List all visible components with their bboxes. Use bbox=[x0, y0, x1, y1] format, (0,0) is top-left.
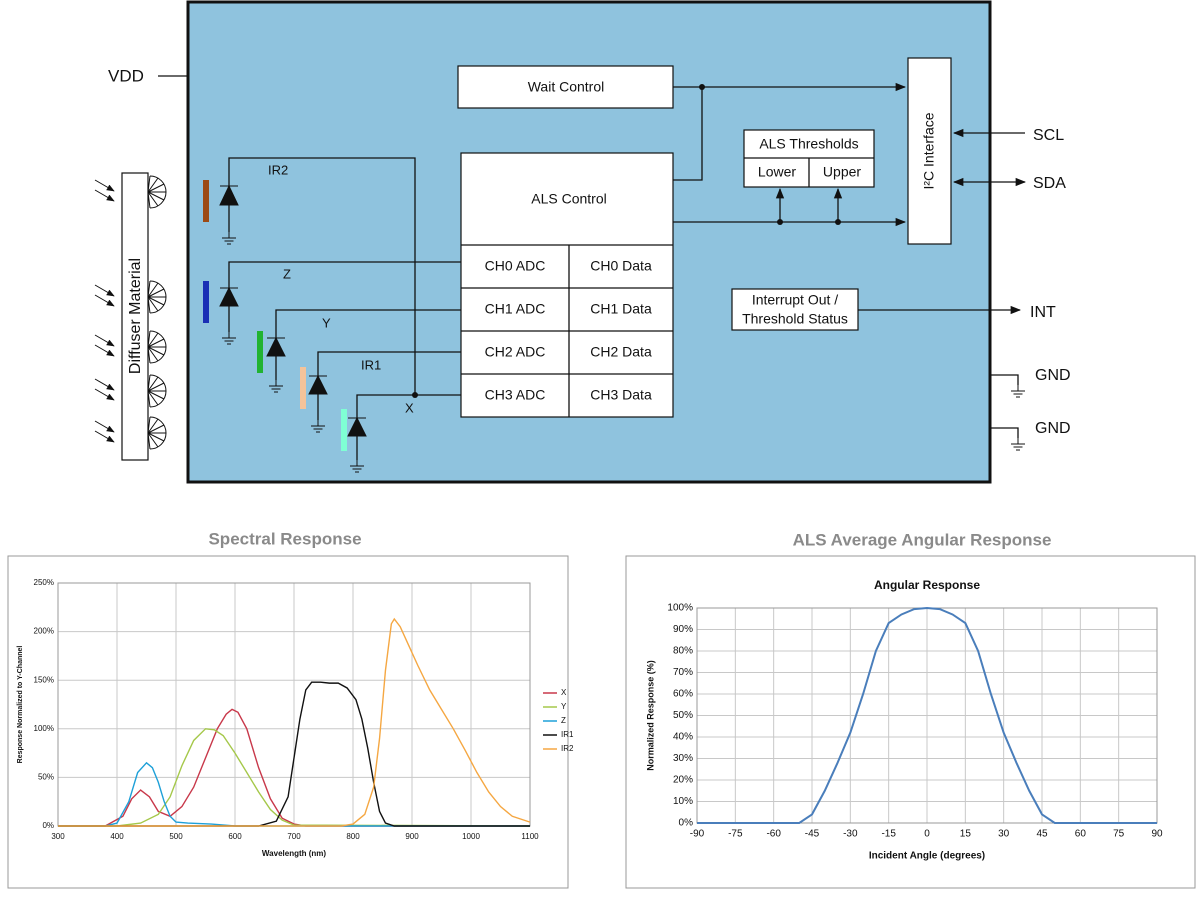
x-tick-label: 900 bbox=[405, 832, 419, 841]
diffuser bbox=[121, 172, 149, 461]
x-tick-label: -15 bbox=[881, 829, 896, 840]
series-line bbox=[58, 681, 530, 827]
x-tick-label: 600 bbox=[228, 832, 242, 841]
data-label: CH2 Data bbox=[590, 344, 652, 360]
y-tick-label: 10% bbox=[673, 796, 693, 807]
angular-frame bbox=[625, 555, 1196, 889]
x-tick-label: 0 bbox=[924, 829, 930, 840]
chart-title: Angular Response bbox=[874, 578, 980, 592]
adc-label: CH2 ADC bbox=[485, 344, 546, 360]
legend-label: Y bbox=[561, 702, 567, 711]
y-tick-label: 40% bbox=[673, 732, 693, 743]
channel-label: Z bbox=[283, 266, 291, 281]
adc-label: CH0 ADC bbox=[485, 258, 546, 274]
x-axis-label: Incident Angle (degrees) bbox=[869, 851, 985, 862]
y-tick-label: 20% bbox=[673, 775, 693, 786]
channel-label: IR1 bbox=[361, 357, 381, 372]
y-tick-label: 100% bbox=[34, 724, 54, 733]
x-tick-label: 60 bbox=[1075, 829, 1087, 840]
x-tick-label: -45 bbox=[805, 829, 820, 840]
y-tick-label: 70% bbox=[673, 667, 693, 678]
data-label: CH0 Data bbox=[590, 258, 652, 274]
spectral-frame bbox=[7, 555, 569, 889]
y-tick-label: 150% bbox=[34, 675, 54, 684]
legend-label: IR1 bbox=[561, 730, 574, 739]
x-tick-label: -60 bbox=[766, 829, 781, 840]
i2c-label: I²C Interface bbox=[921, 112, 937, 189]
vdd-label: VDD bbox=[108, 66, 144, 85]
x-tick-label: 800 bbox=[346, 832, 360, 841]
series-line bbox=[58, 708, 530, 827]
adc-label: CH3 ADC bbox=[485, 387, 546, 403]
legend-label: IR2 bbox=[561, 744, 574, 753]
sda-label: SDA bbox=[1033, 175, 1066, 192]
thresholds-label: ALS Thresholds bbox=[759, 136, 858, 152]
interrupt-box bbox=[731, 288, 859, 331]
x-tick-label: 15 bbox=[960, 829, 972, 840]
y-tick-label: 80% bbox=[673, 646, 693, 657]
legend-label: Z bbox=[561, 716, 566, 725]
y-axis-label: Response Normalized to Y-Channel bbox=[17, 646, 24, 764]
x-tick-label: 1100 bbox=[521, 832, 539, 841]
series-line bbox=[58, 728, 531, 827]
series-line bbox=[58, 761, 530, 827]
chart-heading: Spectral Response bbox=[208, 529, 361, 548]
series-line bbox=[58, 617, 531, 827]
channel-label: Y bbox=[322, 315, 331, 330]
y-tick-label: 50% bbox=[38, 773, 54, 782]
x-tick-label: 90 bbox=[1151, 829, 1163, 840]
y-tick-label: 0% bbox=[679, 818, 694, 829]
data-label: CH1 Data bbox=[590, 301, 652, 317]
gnd-label: GND bbox=[1035, 367, 1071, 384]
upper-label: Upper bbox=[823, 164, 861, 180]
interrupt-label: Interrupt Out / bbox=[752, 292, 838, 308]
als-control bbox=[460, 152, 674, 418]
x-tick-label: 1000 bbox=[462, 832, 480, 841]
y-tick-label: 250% bbox=[34, 578, 54, 587]
chart-heading: ALS Average Angular Response bbox=[793, 530, 1052, 549]
scl-label: SCL bbox=[1033, 127, 1064, 144]
x-tick-label: 45 bbox=[1036, 829, 1048, 840]
x-tick-label: 500 bbox=[169, 832, 183, 841]
y-tick-label: 30% bbox=[673, 753, 693, 764]
x-tick-label: -90 bbox=[690, 829, 705, 840]
x-tick-label: 400 bbox=[110, 832, 124, 841]
als-control-label: ALS Control bbox=[531, 191, 606, 207]
wait-control bbox=[457, 65, 674, 109]
diffuser-label: Diffuser Material bbox=[127, 258, 144, 374]
adc-label: CH1 ADC bbox=[485, 301, 546, 317]
wait-control-label: Wait Control bbox=[528, 79, 605, 95]
y-tick-label: 60% bbox=[673, 689, 693, 700]
x-tick-label: 300 bbox=[51, 832, 65, 841]
series-line bbox=[697, 606, 1157, 824]
x-tick-label: 30 bbox=[998, 829, 1010, 840]
y-tick-label: 50% bbox=[673, 710, 693, 721]
x-tick-label: 75 bbox=[1113, 829, 1125, 840]
x-tick-label: 700 bbox=[287, 832, 301, 841]
y-tick-label: 90% bbox=[673, 624, 693, 635]
channel-label: X bbox=[405, 400, 414, 415]
lower-label: Lower bbox=[758, 164, 796, 180]
channel-label: IR2 bbox=[268, 162, 288, 177]
x-axis-label: Wavelength (nm) bbox=[262, 849, 326, 858]
interrupt-label: Threshold Status bbox=[742, 311, 848, 327]
gnd-label: GND bbox=[1035, 420, 1071, 437]
i2c-interface bbox=[907, 57, 952, 245]
y-axis-label: Normalized Response (%) bbox=[645, 660, 655, 771]
block-diagram: VDD Wait Control ALS Thresholds Lower Up… bbox=[95, 0, 1071, 484]
y-tick-label: 200% bbox=[34, 627, 54, 636]
y-tick-label: 0% bbox=[42, 821, 54, 830]
x-tick-label: -30 bbox=[843, 829, 858, 840]
x-tick-label: -75 bbox=[728, 829, 743, 840]
y-tick-label: 100% bbox=[667, 603, 693, 614]
data-label: CH3 Data bbox=[590, 387, 652, 403]
legend-label: X bbox=[561, 688, 567, 697]
int-label: INT bbox=[1030, 304, 1056, 321]
